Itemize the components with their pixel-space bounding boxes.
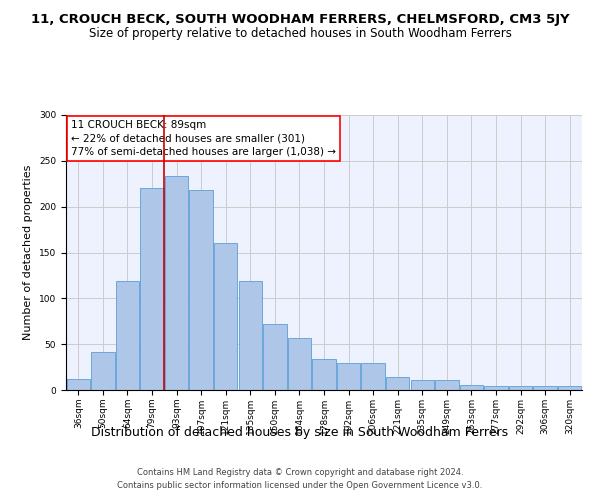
Bar (337, 362, 360, 390)
Bar (67, 379, 90, 390)
Bar (410, 380, 434, 390)
Bar (263, 324, 287, 390)
Bar (509, 386, 532, 390)
Bar (165, 176, 188, 390)
Bar (190, 190, 213, 390)
Text: Distribution of detached houses by size in South Woodham Ferrers: Distribution of detached houses by size … (91, 426, 509, 439)
Y-axis label: Number of detached properties: Number of detached properties (23, 165, 34, 340)
Text: 11, CROUCH BECK, SOUTH WOODHAM FERRERS, CHELMSFORD, CM3 5JY: 11, CROUCH BECK, SOUTH WOODHAM FERRERS, … (31, 12, 569, 26)
Bar (361, 362, 385, 390)
Text: Size of property relative to detached houses in South Woodham Ferrers: Size of property relative to detached ho… (89, 28, 511, 40)
Bar (91, 352, 115, 390)
Bar (313, 359, 335, 390)
Text: Contains public sector information licensed under the Open Government Licence v3: Contains public sector information licen… (118, 480, 482, 490)
Bar (386, 377, 409, 390)
Bar (140, 188, 164, 390)
Bar (533, 386, 557, 390)
Bar (460, 386, 483, 390)
Text: Contains HM Land Registry data © Crown copyright and database right 2024.: Contains HM Land Registry data © Crown c… (137, 468, 463, 477)
Bar (214, 244, 238, 390)
Bar (435, 380, 458, 390)
Bar (239, 281, 262, 390)
Bar (558, 386, 581, 390)
Bar (484, 386, 508, 390)
Text: 11 CROUCH BECK: 89sqm
← 22% of detached houses are smaller (301)
77% of semi-det: 11 CROUCH BECK: 89sqm ← 22% of detached … (71, 120, 336, 157)
Bar (116, 281, 139, 390)
Bar (288, 338, 311, 390)
